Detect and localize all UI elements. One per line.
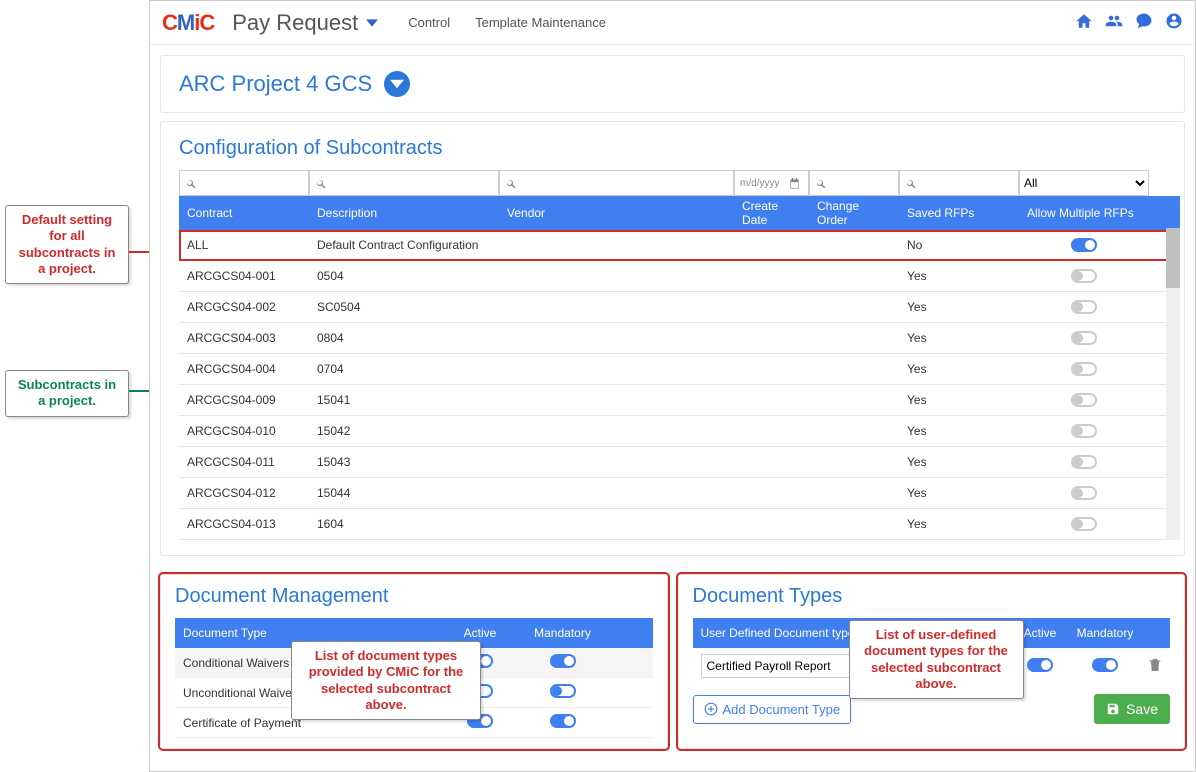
delete-icon[interactable] bbox=[1140, 657, 1170, 676]
callout-user-list: List of user-defined document types for … bbox=[849, 620, 1024, 699]
project-panel: ARC Project 4 GCS bbox=[160, 55, 1185, 113]
doc-types-title: Document Types bbox=[693, 585, 1171, 608]
table-row[interactable]: ARCGCS04-002SC0504Yes bbox=[179, 292, 1180, 323]
col-change-order[interactable]: Change Order bbox=[809, 199, 899, 227]
col-create-date[interactable]: Create Date bbox=[734, 199, 809, 227]
filter-contract[interactable] bbox=[179, 170, 309, 196]
mandatory-toggle[interactable] bbox=[550, 654, 576, 668]
nav-template[interactable]: Template Maintenance bbox=[475, 15, 606, 30]
dm-col-active: Active bbox=[445, 626, 515, 640]
app-title: Pay Request bbox=[232, 10, 358, 36]
callout-default-setting: Default setting for all subcontracts in … bbox=[5, 205, 129, 284]
table-row[interactable]: ARCGCS04-0010504Yes bbox=[179, 261, 1180, 292]
project-name: ARC Project 4 GCS bbox=[179, 71, 372, 97]
dt-col-mandatory: Mandatory bbox=[1070, 626, 1140, 640]
save-button[interactable]: Save bbox=[1094, 694, 1170, 724]
allow-toggle[interactable] bbox=[1071, 269, 1097, 283]
allow-toggle[interactable] bbox=[1071, 362, 1097, 376]
config-title: Configuration of Subcontracts bbox=[179, 137, 1180, 160]
doc-mgmt-title: Document Management bbox=[175, 585, 653, 608]
home-icon[interactable] bbox=[1075, 12, 1093, 33]
topbar: CMiC Pay Request Control Template Mainte… bbox=[150, 1, 1195, 45]
table-row[interactable]: ARCGCS04-0131604Yes bbox=[179, 509, 1180, 540]
users-icon[interactable] bbox=[1105, 12, 1123, 33]
table-row[interactable]: ARCGCS04-0040704Yes bbox=[179, 354, 1180, 385]
allow-toggle[interactable] bbox=[1071, 393, 1097, 407]
filter-vendor[interactable] bbox=[499, 170, 734, 196]
col-contract[interactable]: Contract bbox=[179, 206, 309, 220]
title-dropdown-icon[interactable] bbox=[366, 15, 378, 30]
allow-toggle[interactable] bbox=[1071, 300, 1097, 314]
allow-toggle[interactable] bbox=[1071, 331, 1097, 345]
add-doc-type-button[interactable]: Add Document Type bbox=[693, 695, 852, 724]
col-allow-multiple[interactable]: Allow Multiple RFPs bbox=[1019, 206, 1149, 220]
filter-description[interactable] bbox=[309, 170, 499, 196]
dt-active-toggle[interactable] bbox=[1027, 658, 1053, 672]
filter-allow[interactable]: All bbox=[1019, 170, 1149, 196]
doc-mgmt-panel: Document Management Document Type Active… bbox=[160, 574, 668, 749]
mandatory-toggle[interactable] bbox=[550, 684, 576, 698]
table-row[interactable]: ALLDefault Contract ConfigurationNo bbox=[179, 230, 1180, 261]
filter-row: m/d/yyyy All bbox=[179, 170, 1180, 196]
col-description[interactable]: Description bbox=[309, 206, 499, 220]
table-row[interactable]: ARCGCS04-00915041Yes bbox=[179, 385, 1180, 416]
filter-date[interactable]: m/d/yyyy bbox=[734, 170, 809, 196]
table-row[interactable]: ARCGCS04-01215044Yes bbox=[179, 478, 1180, 509]
config-panel: Configuration of Subcontracts m/d/yyyy A… bbox=[160, 121, 1185, 556]
expand-icon[interactable] bbox=[384, 71, 410, 97]
allow-toggle[interactable] bbox=[1071, 424, 1097, 438]
logo: CMiC bbox=[162, 10, 214, 36]
scrollbar[interactable] bbox=[1166, 228, 1180, 540]
dm-col-type: Document Type bbox=[175, 626, 445, 640]
user-icon[interactable] bbox=[1165, 12, 1183, 33]
table-row[interactable]: ARCGCS04-01115043Yes bbox=[179, 447, 1180, 478]
allow-toggle[interactable] bbox=[1071, 455, 1097, 469]
nav: Control Template Maintenance bbox=[408, 15, 606, 30]
dt-mandatory-toggle[interactable] bbox=[1092, 658, 1118, 672]
filter-saved[interactable] bbox=[899, 170, 1019, 196]
nav-control[interactable]: Control bbox=[408, 15, 450, 30]
callout-subcontracts: Subcontracts in a project. bbox=[5, 370, 129, 417]
mandatory-toggle[interactable] bbox=[550, 714, 576, 728]
table-row[interactable]: ARCGCS04-01015042Yes bbox=[179, 416, 1180, 447]
allow-toggle[interactable] bbox=[1071, 486, 1097, 500]
col-vendor[interactable]: Vendor bbox=[499, 206, 734, 220]
callout-doc-list: List of document types provided by CMiC … bbox=[291, 641, 481, 720]
allow-toggle[interactable] bbox=[1071, 517, 1097, 531]
allow-toggle[interactable] bbox=[1071, 238, 1097, 252]
col-saved-rfps[interactable]: Saved RFPs bbox=[899, 206, 1019, 220]
dm-col-mandatory: Mandatory bbox=[515, 626, 610, 640]
filter-change[interactable] bbox=[809, 170, 899, 196]
table-row[interactable]: ARCGCS04-0030804Yes bbox=[179, 323, 1180, 354]
doc-types-panel: Document Types User Defined Document typ… bbox=[678, 574, 1186, 749]
chat-icon[interactable] bbox=[1135, 12, 1153, 33]
config-header: Contract Description Vendor Create Date … bbox=[179, 196, 1180, 230]
